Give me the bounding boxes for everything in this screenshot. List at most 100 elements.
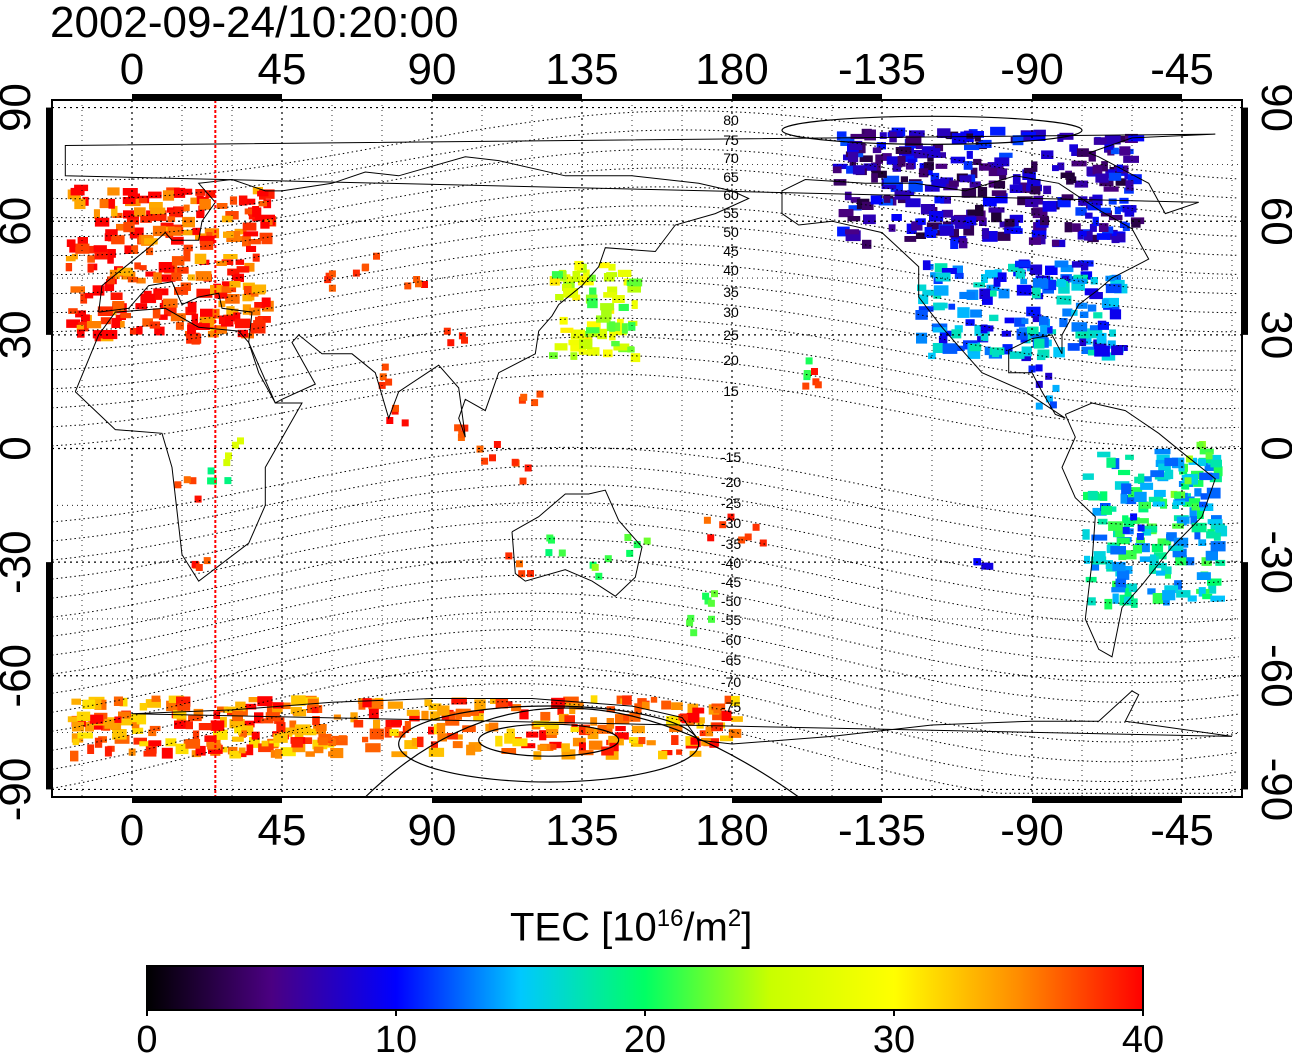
tec-cell (1185, 455, 1193, 463)
tec-cell (280, 747, 296, 757)
tec-cell (551, 697, 565, 709)
tec-cell (848, 205, 862, 211)
tec-cell (202, 318, 214, 327)
tec-cell (1104, 135, 1121, 145)
tec-cell (982, 296, 993, 305)
tec-cell (1108, 521, 1124, 531)
tec-cell (626, 549, 634, 557)
tec-cell (1101, 161, 1108, 172)
tec-cell (643, 537, 651, 545)
tec-cell (1139, 556, 1155, 562)
tec-cell (1029, 264, 1043, 275)
tec-cell (1173, 499, 1186, 506)
tec-cell (244, 262, 255, 272)
tec-cell (1128, 135, 1145, 142)
tec-cell (87, 744, 95, 754)
tec-cell (1172, 502, 1179, 509)
tec-cell (234, 228, 247, 235)
tec-cell (244, 208, 253, 215)
tec-cell (613, 343, 630, 351)
tec-cell (261, 215, 272, 222)
tec-cell (235, 259, 245, 265)
tec-cell (66, 239, 76, 247)
tec-cell (1206, 487, 1221, 499)
tec-cell (568, 339, 583, 346)
tec-cell (1111, 274, 1122, 285)
tec-cell (1205, 452, 1213, 460)
tec-cell (452, 741, 463, 749)
tec-cell (1115, 529, 1125, 538)
tec-cell (1199, 448, 1214, 455)
tec-cell (998, 288, 1010, 299)
tec-cell (890, 182, 903, 192)
contour-line (52, 205, 1239, 276)
tec-cell (1016, 328, 1028, 340)
tec-cell (206, 232, 213, 238)
tec-cell (190, 197, 197, 205)
tec-cell (646, 740, 656, 746)
contour-label: -40 (721, 555, 741, 571)
tec-region (549, 260, 643, 363)
tec-cell (862, 239, 872, 249)
tec-cell (544, 721, 559, 729)
tec-cell (711, 590, 718, 598)
tec-cell (650, 696, 658, 703)
tec-cell (506, 728, 515, 736)
tec-cell (563, 288, 579, 298)
tec-cell (129, 227, 144, 239)
tec-cell (373, 719, 381, 731)
tec-cell (951, 329, 962, 339)
tec-cell (871, 173, 878, 183)
tec-cell (1210, 541, 1226, 552)
tec-cell (1134, 491, 1147, 502)
tec-cell (671, 735, 679, 745)
tec-cell (992, 349, 1000, 358)
tec-cell (1124, 588, 1132, 599)
tec-cell (461, 424, 469, 432)
tec-cell (89, 714, 104, 724)
tec-cell (1021, 352, 1031, 362)
tec-cell (1032, 207, 1048, 219)
tec-cell (1196, 441, 1204, 449)
tec-cell (131, 245, 139, 254)
tec-cell (634, 703, 642, 714)
tec-cell (1148, 496, 1164, 503)
tec-cell (915, 232, 927, 239)
tec-cell (120, 312, 131, 319)
tec-cell (406, 709, 420, 716)
tec-cell (229, 719, 245, 729)
tec-cell (1067, 343, 1080, 351)
tec-cell (845, 229, 859, 235)
tec-cell (870, 195, 883, 205)
tec-cell (362, 736, 369, 743)
tec-cell (713, 706, 722, 714)
tec-cell (550, 744, 557, 750)
tec-cell (1128, 583, 1138, 593)
tec-region (915, 259, 1128, 362)
tec-cell (1198, 539, 1207, 546)
tec-cell (1117, 570, 1130, 580)
tec-cell (1085, 576, 1097, 583)
tec-cell (1140, 476, 1152, 482)
tec-cell (112, 301, 125, 312)
tec-cell (495, 698, 509, 709)
tec-cell (278, 727, 293, 737)
tec-cell (1023, 167, 1032, 174)
tec-cell (973, 131, 984, 138)
tec-cell (235, 318, 251, 329)
tec-cell (1115, 578, 1127, 589)
tec-cell (134, 262, 141, 270)
contour-line (52, 483, 1239, 565)
tec-cell (1213, 532, 1221, 541)
contour-labels: 80 75 70 65 60 55 50 45 40 35 30 25 20 15 -15 -20 -25 -30… (721, 112, 741, 715)
tec-cell (922, 289, 934, 296)
tec-cell (136, 277, 146, 284)
tec-cell (805, 357, 813, 365)
tec-cell (1057, 162, 1065, 171)
tec-cell (361, 264, 369, 272)
tec-cell (1164, 585, 1178, 593)
tec-cell (428, 747, 445, 757)
tec-cell (686, 712, 700, 723)
lat-tick-label-left: -30 (0, 530, 40, 594)
tec-cell (709, 741, 719, 748)
